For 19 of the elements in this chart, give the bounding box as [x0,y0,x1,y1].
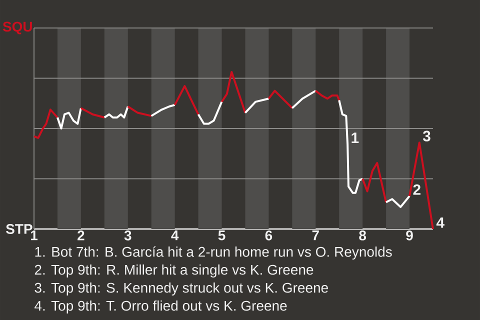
text: 3. Top 9th: S. Kennedy struck out vs K. Greene [34,282,328,296]
annotation: 2 [413,184,420,195]
x-tick-label: 9 [406,230,413,240]
x-tick-label: 3 [124,230,132,240]
x-tick-label: 8 [359,230,366,240]
annotation: 4 [436,217,444,228]
x-tick-label: 7 [312,230,319,240]
x-tick-label: 1 [30,230,38,240]
x-tick-label: 4 [171,230,179,240]
x-tick-label: 5 [218,230,226,240]
text: STP [6,224,32,234]
text: 4. Top 9th: T. Orro flied out vs K. Greene [34,300,287,314]
x-tick-label: 6 [265,230,272,240]
annotation: 3 [422,130,430,142]
text: 1. Bot 7th: B. García hit a 2-run home run vs O. Reynolds [35,246,392,260]
x-tick-label: 2 [78,230,84,240]
annotation: 1 [352,132,359,143]
text: 2. Top 9th: R. Miller hit a single vs K. Greene [34,264,314,278]
text: SQU [2,22,32,34]
